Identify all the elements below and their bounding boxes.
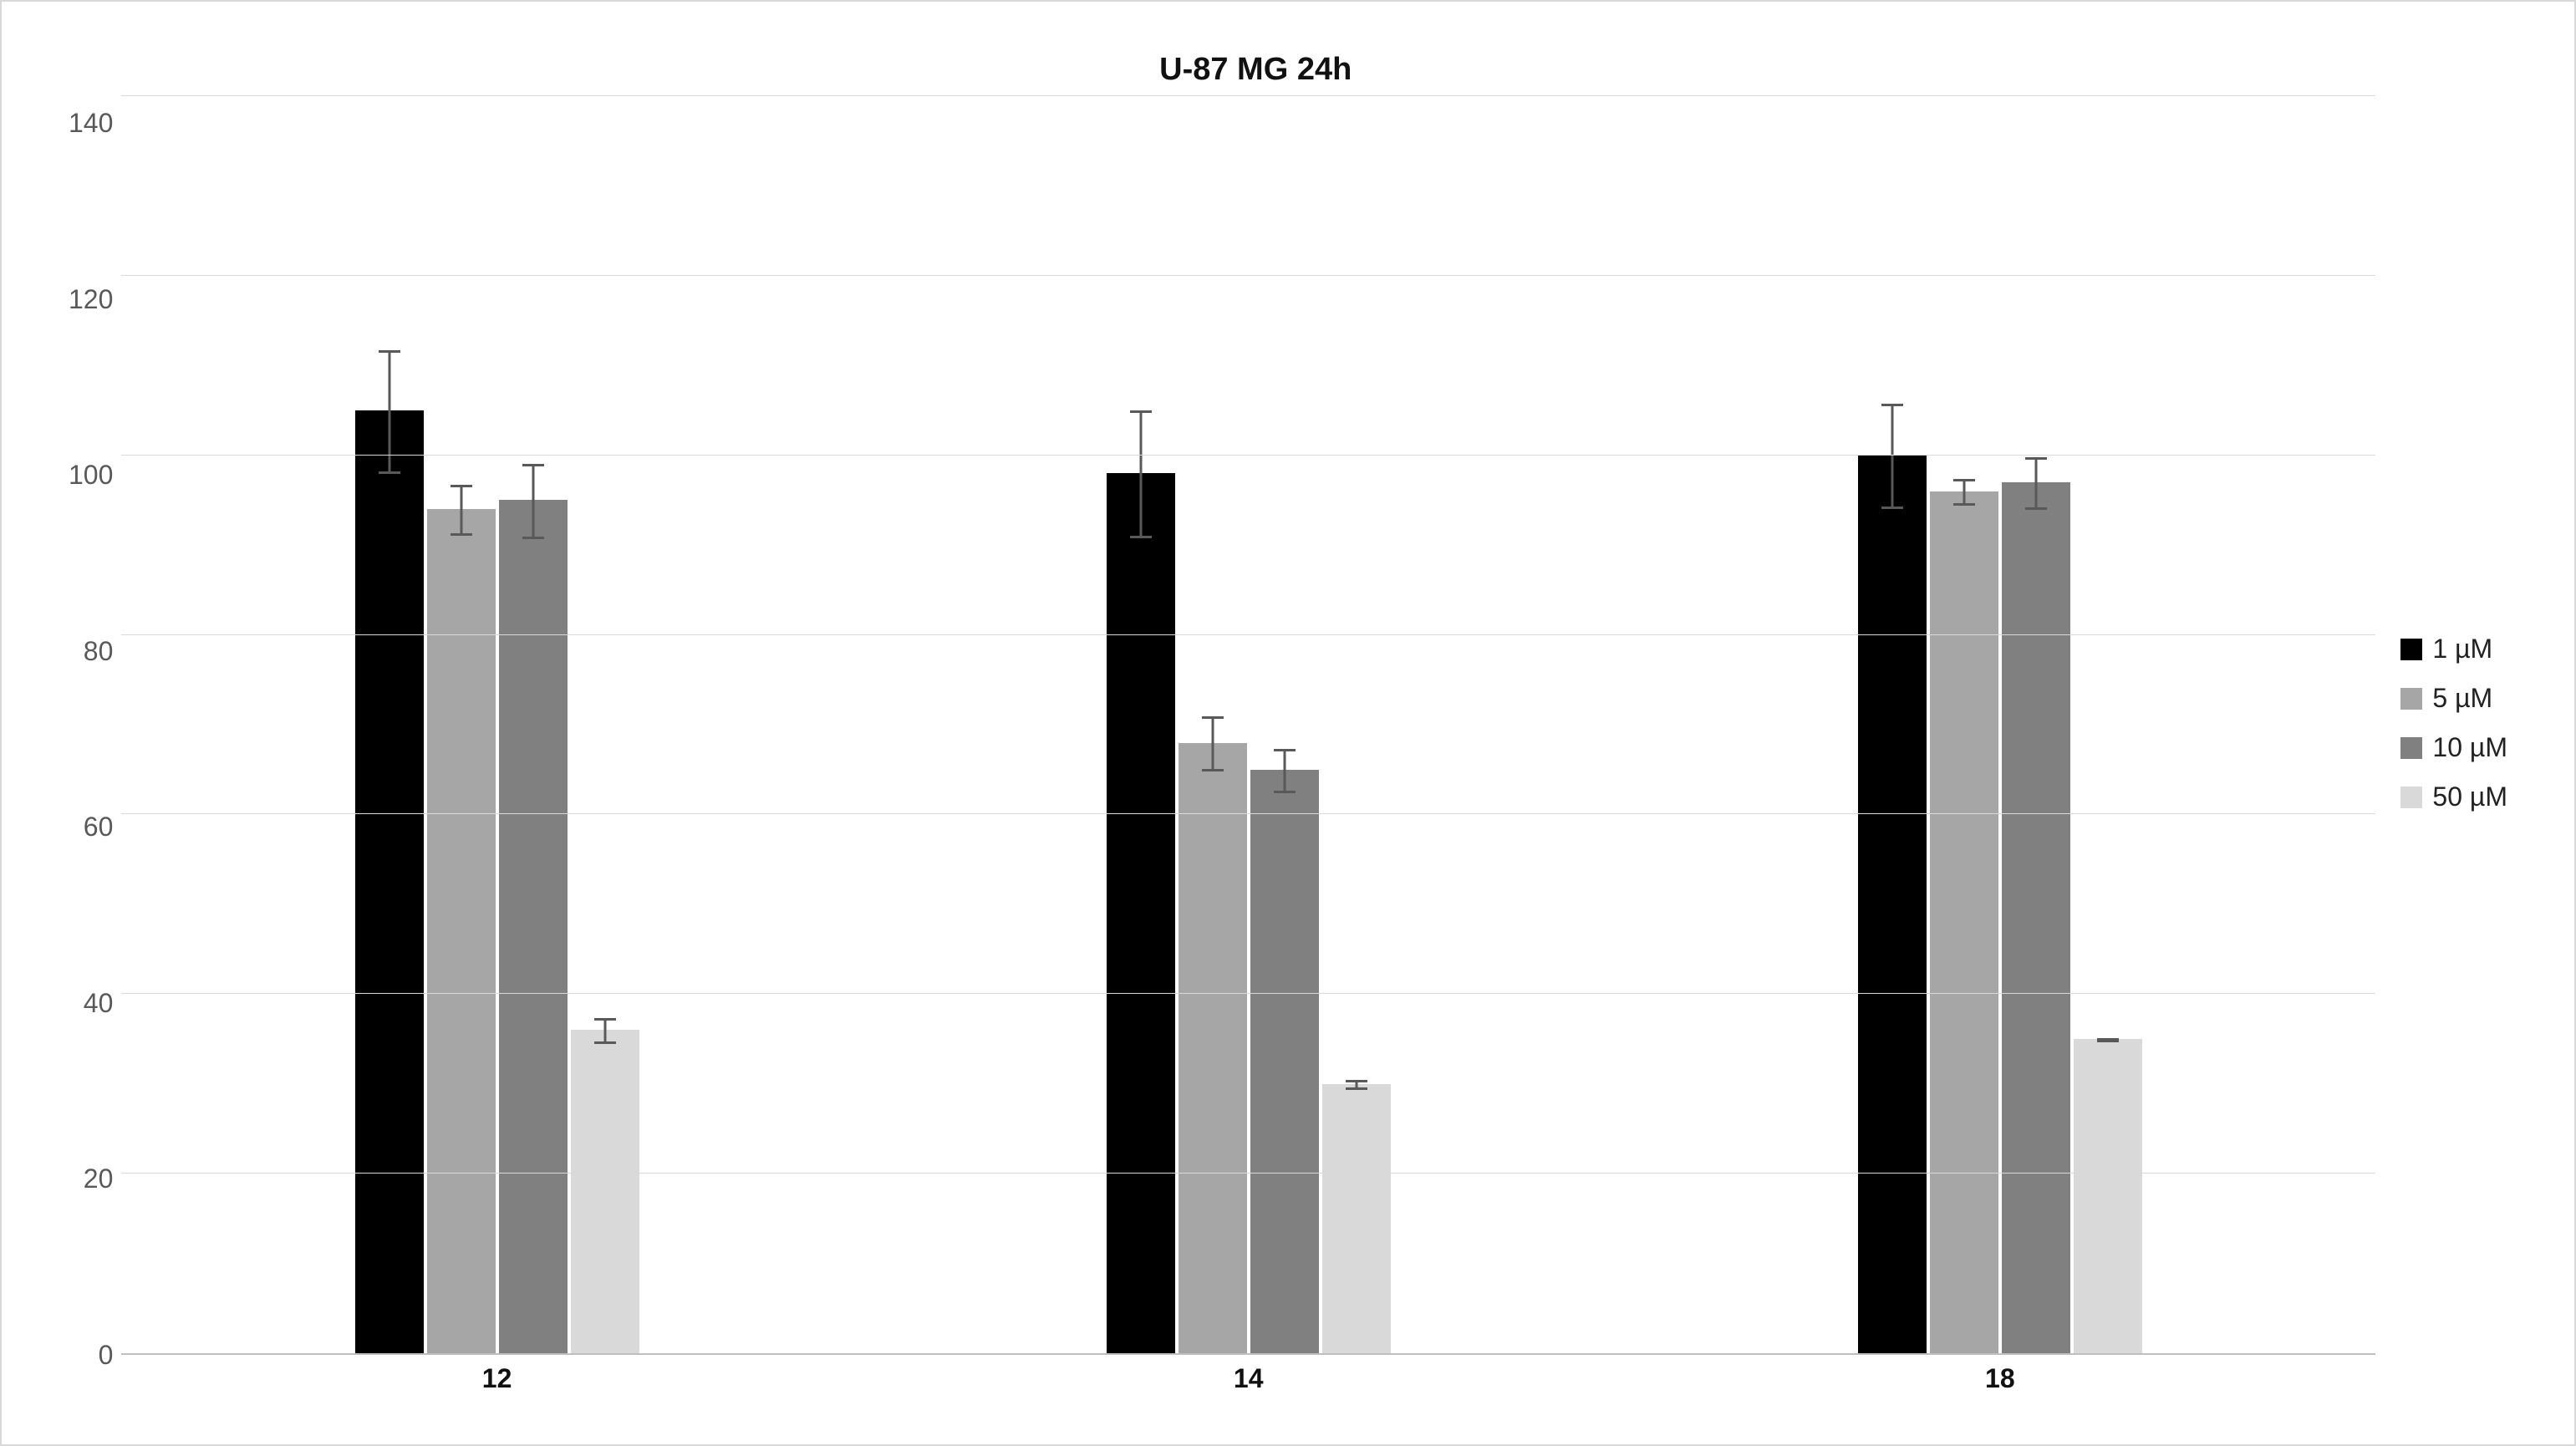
y-tick-label: 40 [84,990,114,1016]
x-axis: 12 14 18 [121,1355,2375,1394]
grid-line [121,1173,2375,1174]
plot-area [121,96,2375,1355]
legend-label: 5 µM [2432,683,2492,714]
grid-line [121,95,2375,96]
y-tick-label: 20 [84,1165,114,1192]
bar [355,410,424,1353]
legend-item: 50 µM [2400,782,2507,812]
bar-group [355,96,639,1353]
x-tick-label: 18 [1985,1363,2015,1394]
bar [2002,482,2070,1353]
error-cap [379,471,400,474]
legend-label: 10 µM [2432,732,2507,763]
grid-line [121,634,2375,635]
legend-swatch [2400,737,2422,759]
error-bar [1283,749,1285,791]
legend: 1 µM 5 µM 10 µM 50 µM [2375,35,2541,1411]
error-cap [2097,1040,2119,1042]
error-cap [451,533,472,536]
chart-title: U-87 MG 24h [69,52,2375,88]
y-tick-label: 0 [99,1342,114,1368]
bar [1107,473,1175,1353]
grid-line [121,993,2375,994]
bar [571,1030,639,1353]
x-axis-row: 12 14 18 [69,1355,2375,1394]
y-tick-label: 80 [84,638,114,664]
error-cap [1346,1087,1367,1090]
chart-inner: U-87 MG 24h 140 120 100 80 60 40 20 0 12 14 18 1 … [35,35,2541,1411]
bar [499,500,568,1353]
bar [2074,1039,2142,1353]
error-bar [1211,716,1214,769]
error-bar [1139,410,1142,536]
bar-group [1858,96,2142,1353]
error-cap [1346,1080,1367,1082]
error-cap [522,537,544,539]
y-axis-spacer [69,1355,121,1394]
legend-item: 5 µM [2400,683,2507,714]
chart-frame: U-87 MG 24h 140 120 100 80 60 40 20 0 12 14 18 1 … [0,0,2576,1446]
grid-line [121,813,2375,814]
bar [1858,456,1927,1353]
error-cap [594,1041,616,1044]
grid-line [121,275,2375,276]
y-tick-label: 60 [84,813,114,840]
error-cap [1953,503,1975,506]
grid-line [121,455,2375,456]
legend-label: 1 µM [2432,634,2492,664]
error-bar [388,350,390,471]
bar [1322,1084,1391,1353]
error-bar [2034,457,2037,507]
error-cap [2025,457,2047,460]
error-cap [1953,479,1975,481]
bar [1250,770,1319,1353]
error-bar [603,1018,606,1041]
error-cap [379,350,400,353]
legend-swatch [2400,639,2422,660]
bar [1930,491,1998,1353]
y-axis: 140120100806040200 [69,96,121,1355]
y-tick-label: 100 [69,461,113,488]
error-bar [1963,479,1965,503]
legend-item: 10 µM [2400,732,2507,763]
error-bar [1891,404,1893,507]
error-cap [1130,536,1152,538]
error-bar [460,485,462,533]
error-cap [2025,507,2047,510]
error-cap [1881,404,1903,406]
error-cap [594,1018,616,1021]
bar [427,509,496,1353]
plot-wrap: 140120100806040200 [69,96,2375,1355]
y-tick-label: 140 [69,109,113,136]
bar-group [1107,96,1391,1353]
bar [1179,743,1247,1354]
chart-column: U-87 MG 24h 140 120 100 80 60 40 20 0 12 14 18 [35,35,2375,1411]
legend-swatch [2400,688,2422,710]
error-cap [1202,716,1224,719]
bar-groups [121,96,2375,1353]
error-bar [532,464,534,537]
error-cap [1881,507,1903,509]
y-tick-label: 120 [69,286,113,313]
error-cap [451,485,472,487]
legend-item: 1 µM [2400,634,2507,664]
legend-label: 50 µM [2432,782,2507,812]
error-cap [1130,410,1152,413]
error-cap [1202,769,1224,771]
legend-swatch [2400,787,2422,808]
x-tick-label: 14 [1234,1363,1264,1394]
error-cap [1274,749,1296,751]
error-cap [522,464,544,466]
x-tick-label: 12 [482,1363,512,1394]
error-cap [1274,791,1296,793]
